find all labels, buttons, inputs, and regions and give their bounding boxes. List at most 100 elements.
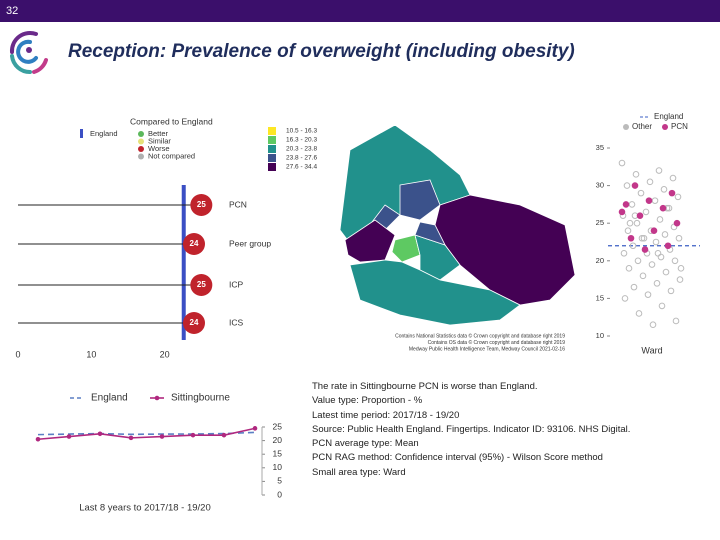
point <box>633 219 641 227</box>
point <box>637 189 645 197</box>
point <box>618 159 626 167</box>
point <box>675 234 683 242</box>
info-line: Source: Public Health England. Fingertip… <box>312 423 631 435</box>
point <box>652 238 660 246</box>
y-tick-label: 20 <box>273 435 283 445</box>
header-bar <box>0 0 720 22</box>
point <box>648 261 656 268</box>
point <box>656 216 664 223</box>
point <box>66 434 72 439</box>
point <box>639 272 647 280</box>
point <box>621 295 629 302</box>
point <box>667 287 675 295</box>
point <box>659 204 667 212</box>
point <box>654 249 662 257</box>
point <box>646 178 654 186</box>
point <box>655 167 663 174</box>
legend-label: England <box>90 129 118 138</box>
legend-label: 23.8 - 27.6 <box>286 155 317 162</box>
point <box>644 291 652 298</box>
legend-swatch <box>268 127 276 135</box>
point <box>252 426 258 431</box>
dot <box>183 312 205 334</box>
y-tick-label: 15 <box>596 293 604 302</box>
point <box>662 268 670 276</box>
point <box>35 436 41 442</box>
point <box>190 432 196 438</box>
x-tick-label: 10 <box>86 349 96 359</box>
point <box>631 182 639 189</box>
point <box>128 435 134 441</box>
point <box>97 431 103 437</box>
legend-label: Other <box>632 122 652 131</box>
legend-swatch <box>138 153 144 160</box>
legend-swatch <box>138 146 144 152</box>
dot-label: 25 <box>197 280 206 289</box>
legend-swatch <box>268 136 276 144</box>
info-line: PCN average type: Mean <box>312 438 419 450</box>
legend-label: Not compared <box>148 151 195 160</box>
point <box>620 249 628 257</box>
dot <box>190 194 213 216</box>
y-tick-label: 35 <box>596 143 604 152</box>
legend-label: England <box>91 393 128 404</box>
info-line: Small area type: Ward <box>312 466 406 478</box>
point <box>664 242 672 250</box>
legend-label: 16.3 - 20.3 <box>286 137 317 144</box>
point <box>651 197 659 204</box>
legend-label: 27.6 - 34.4 <box>286 164 317 171</box>
point <box>636 212 644 219</box>
point <box>221 432 227 438</box>
series-line <box>37 427 256 441</box>
legend-label: Better <box>148 129 169 138</box>
legend-label: Sittingbourne <box>171 393 230 404</box>
map <box>339 124 576 326</box>
y-tick-label: 10 <box>596 331 604 340</box>
y-tick-label: 25 <box>273 421 283 431</box>
y-tick-label: 25 <box>596 218 604 227</box>
point <box>657 253 665 261</box>
info-line: PCN RAG method: Confidence interval (95%… <box>312 452 603 464</box>
y-tick-label: 15 <box>273 448 283 458</box>
point <box>641 246 649 253</box>
legend-label: Worse <box>148 144 170 153</box>
point <box>658 302 666 310</box>
slide-number: 32 <box>6 5 18 17</box>
legend-swatch <box>80 129 83 138</box>
point <box>628 201 636 208</box>
legend-swatch <box>138 131 144 137</box>
legend-label: 20.3 - 23.8 <box>286 146 317 153</box>
info-line: Latest time period: 2017/18 - 19/20 <box>312 409 460 421</box>
category-label: Peer group <box>229 238 271 248</box>
point <box>660 186 668 193</box>
point <box>632 171 640 178</box>
dot <box>190 274 213 296</box>
legend-label: England <box>654 112 683 121</box>
legend-label: 10.5 - 16.3 <box>286 128 317 135</box>
x-tick-label: 20 <box>160 349 170 359</box>
legend-label: Similar <box>148 136 171 145</box>
point <box>625 265 633 272</box>
map-credit: Medway Public Health Intelligence Team, … <box>409 346 565 352</box>
x-tick-label: 0 <box>15 349 20 359</box>
category-label: PCN <box>229 199 247 209</box>
legend-swatch <box>268 154 276 162</box>
point <box>645 197 653 204</box>
point <box>677 265 685 272</box>
legend-swatch <box>662 124 668 130</box>
point <box>674 193 682 201</box>
point <box>635 310 643 317</box>
y-tick-label: 5 <box>277 476 282 486</box>
series-line <box>37 431 256 436</box>
logo <box>9 30 48 75</box>
category-label: ICP <box>229 279 244 289</box>
point <box>159 434 165 439</box>
point <box>668 189 676 197</box>
y-tick-label: 30 <box>596 181 604 190</box>
point <box>669 174 677 182</box>
dot-label: 25 <box>197 200 206 209</box>
point <box>642 208 650 216</box>
point <box>622 201 630 208</box>
